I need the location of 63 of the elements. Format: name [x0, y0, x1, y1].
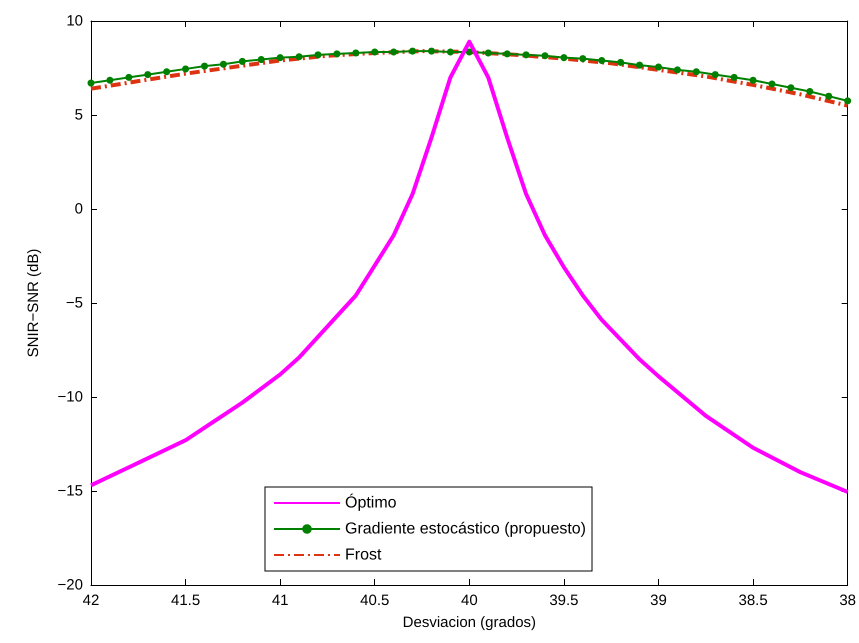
x-tick-label: 38 [839, 592, 856, 609]
point [768, 80, 776, 88]
x-tick-label: 40 [460, 592, 478, 609]
x-tick-label: 41.5 [170, 592, 200, 609]
y-tick-label: 10 [66, 12, 83, 30]
y-tick-label: 0 [74, 200, 83, 218]
point [446, 48, 454, 56]
point [220, 60, 227, 68]
y-tick-label: −15 [58, 482, 83, 500]
x-tick-label: 39.5 [549, 592, 579, 609]
x-tick-label: 39 [650, 592, 667, 609]
point [144, 71, 152, 78]
point [844, 97, 852, 104]
point [636, 62, 644, 69]
point [296, 53, 303, 60]
point [258, 56, 265, 64]
point [238, 58, 246, 65]
point [125, 74, 132, 81]
x-tick-label: 38.5 [738, 592, 768, 609]
y-tick-label: −10 [58, 388, 83, 406]
point [560, 54, 568, 62]
point [276, 54, 284, 62]
x-tick-label: 40.5 [360, 592, 390, 609]
point [484, 49, 492, 56]
point [692, 68, 700, 76]
y-tick-label: 5 [74, 106, 83, 124]
point [730, 74, 738, 81]
point [428, 48, 435, 55]
point [504, 50, 511, 58]
point [598, 56, 606, 64]
y-axis-title: SNIR−SNR (dB) [25, 248, 42, 358]
point [466, 48, 473, 56]
x-axis-title: Desviacion (grados) [402, 614, 536, 631]
point [352, 49, 360, 56]
point [314, 51, 322, 58]
point [542, 52, 548, 60]
point [390, 48, 398, 56]
point [88, 80, 94, 87]
point [163, 68, 170, 76]
point [333, 50, 340, 58]
point [617, 58, 624, 66]
x-tick-label: 42 [82, 592, 100, 609]
point [409, 48, 416, 55]
point [674, 66, 681, 74]
legend-label: Frost [344, 546, 382, 564]
point [750, 76, 757, 84]
point [201, 62, 208, 70]
point [371, 48, 378, 56]
x-tick-label: 41 [272, 592, 289, 609]
line-series [89, 40, 850, 494]
y-tick-label: −20 [58, 576, 83, 594]
point [787, 84, 794, 92]
point [806, 88, 814, 95]
legend-label: Óptimo [344, 494, 397, 512]
point [655, 64, 662, 71]
point [182, 65, 190, 72]
legend-label: Gradiente estocástico (propuesto) [344, 520, 586, 538]
point [579, 55, 586, 62]
point [825, 92, 832, 100]
point [712, 71, 719, 78]
point [522, 51, 530, 58]
y-tick-label: −5 [66, 294, 83, 312]
point [106, 76, 114, 84]
